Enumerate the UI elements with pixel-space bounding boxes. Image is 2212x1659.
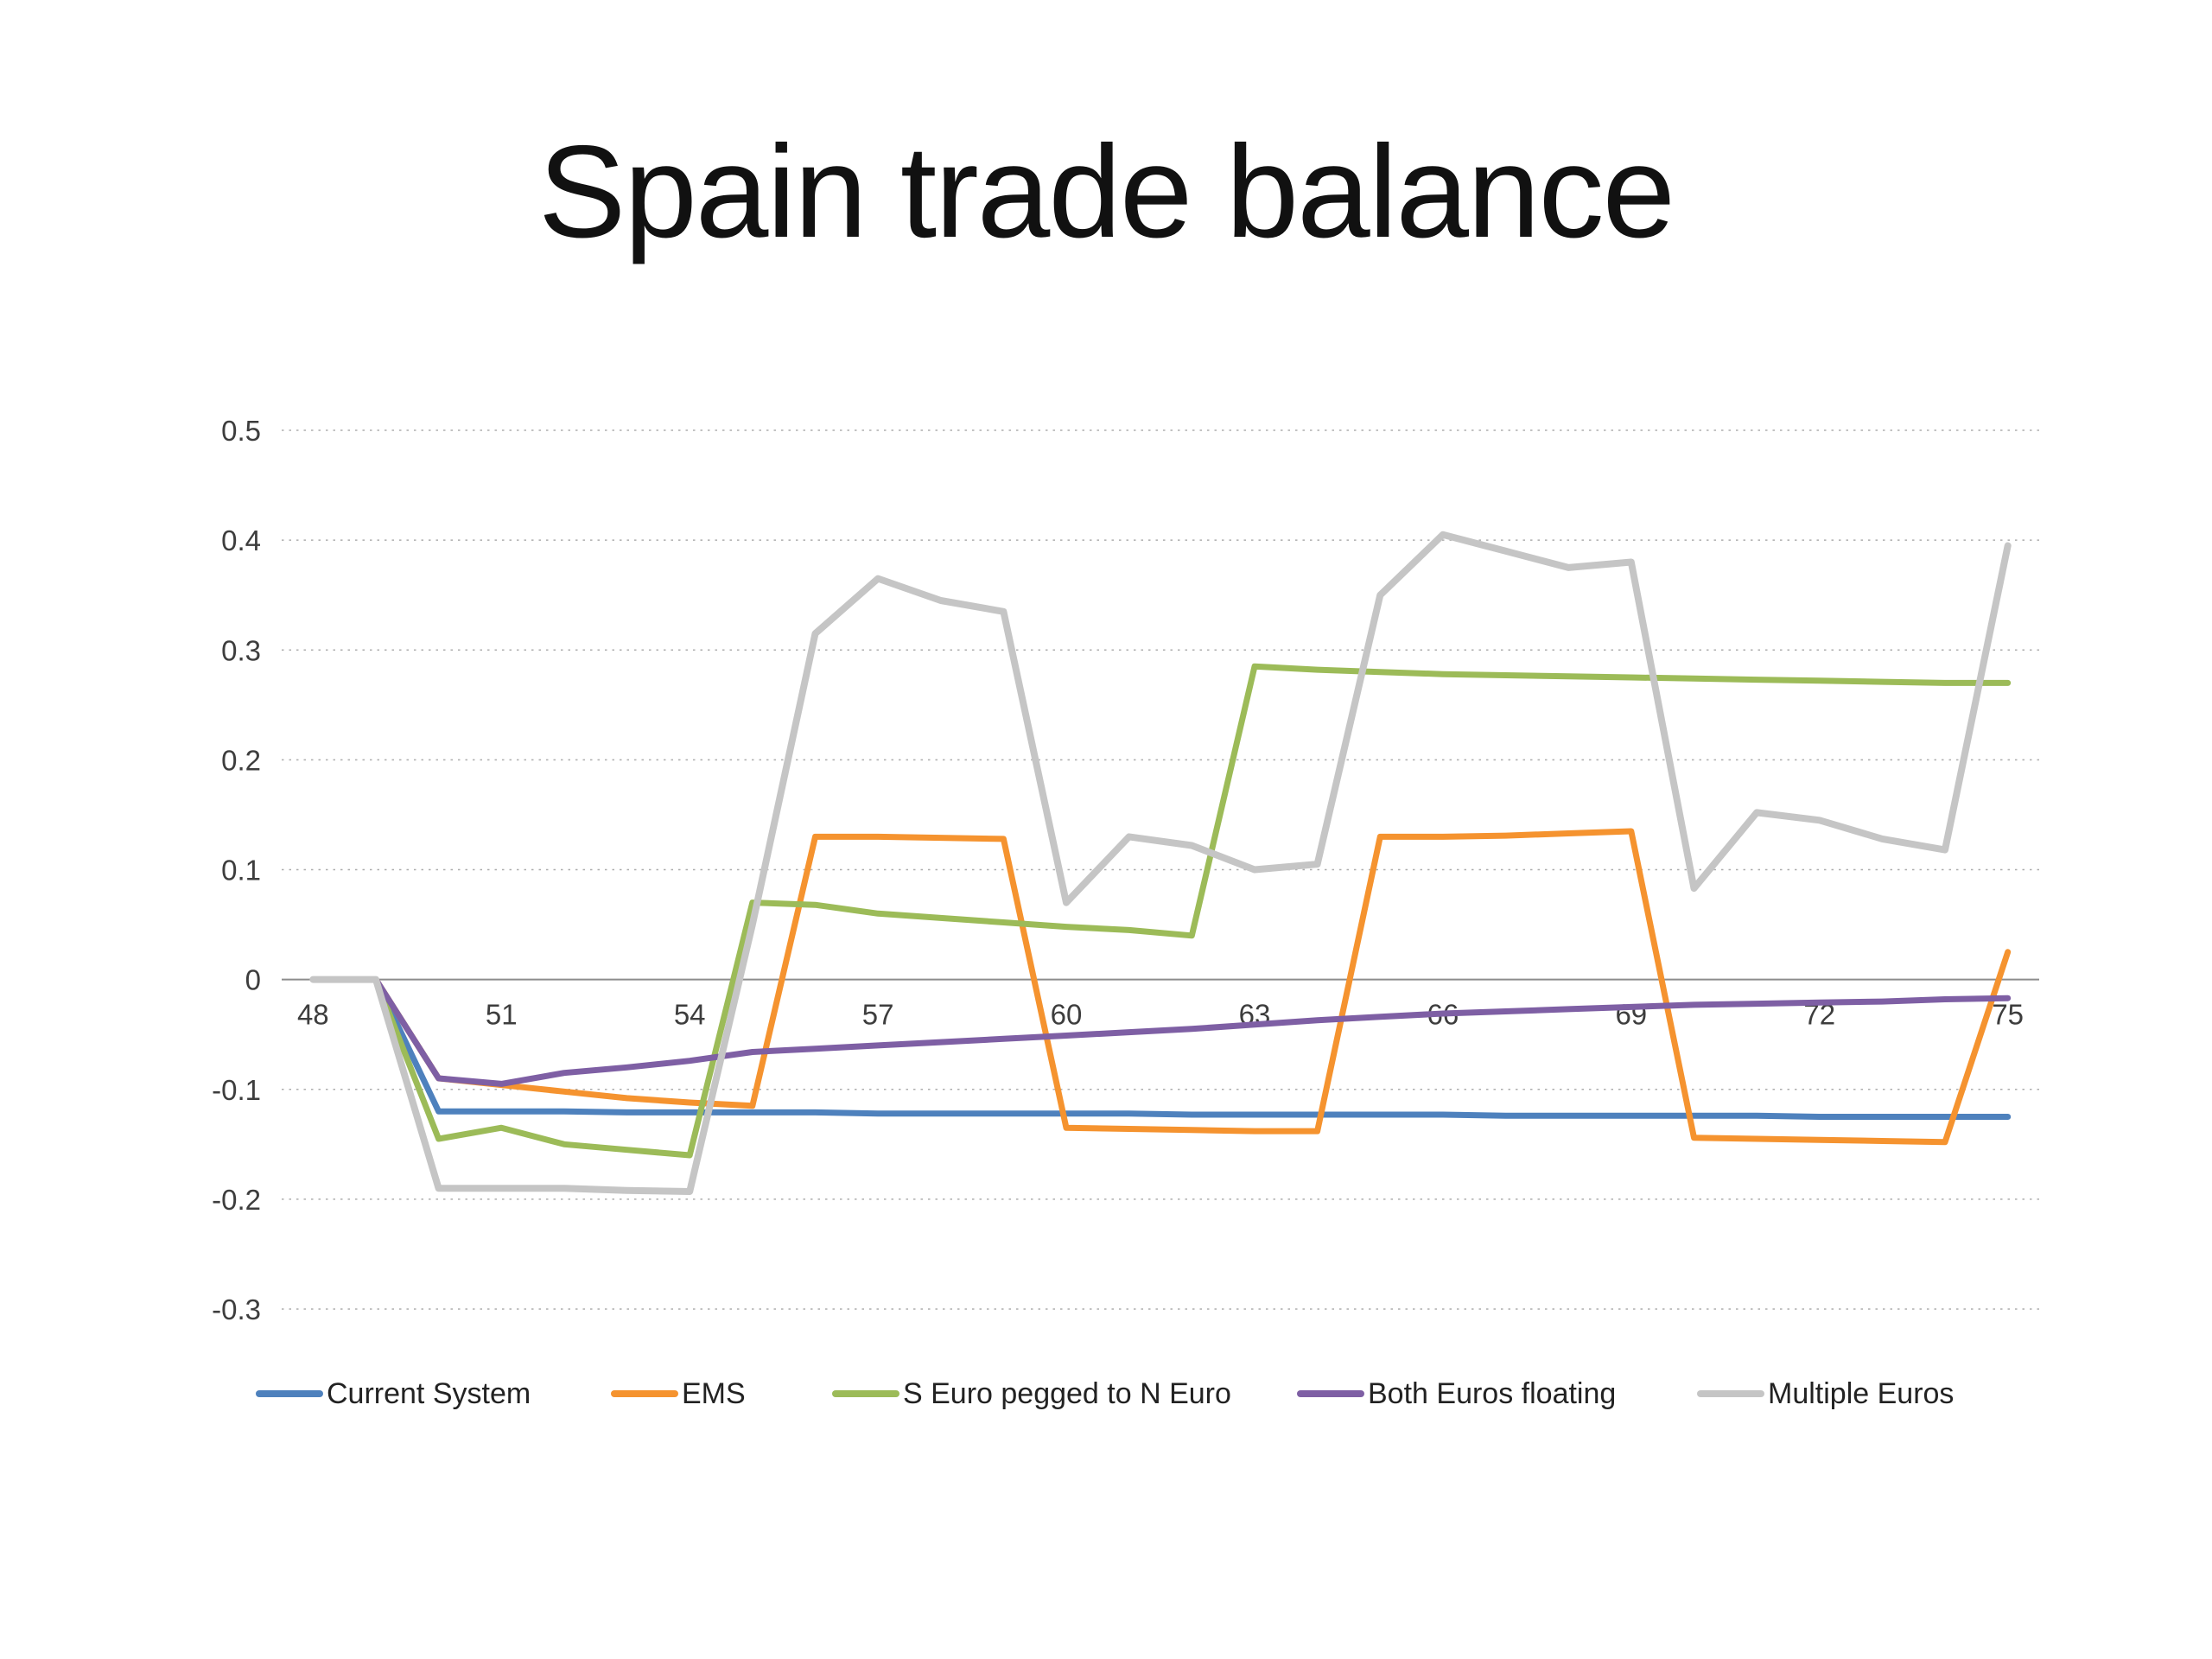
x-tick-label-75: 75 (1992, 999, 2024, 1031)
x-tick-label-60: 60 (1051, 999, 1083, 1031)
legend-label-s-euro-pegged: S Euro pegged to N Euro (903, 1376, 1231, 1410)
x-tick-label-54: 54 (674, 999, 706, 1031)
y-tick-label--0.1: -0.1 (212, 1074, 261, 1106)
legend-swatch-multiple-euros-icon (1697, 1390, 1764, 1397)
y-tick-label-0.4: 0.4 (221, 524, 261, 556)
y-tick-label--0.3: -0.3 (212, 1294, 261, 1325)
legend-label-ems: EMS (682, 1376, 746, 1410)
y-tick-label--0.2: -0.2 (212, 1184, 261, 1216)
chart-legend: Current System EMS S Euro pegged to N Eu… (0, 1374, 2212, 1414)
legend-label-current-system: Current System (327, 1376, 531, 1410)
series-line-both-euros-floating (309, 976, 2012, 1087)
y-tick-label-0.3: 0.3 (221, 634, 261, 666)
legend-swatch-current-system-icon (256, 1390, 323, 1397)
y-tick-label-0.2: 0.2 (221, 744, 261, 776)
x-tick-label-48: 48 (297, 999, 329, 1031)
series-line-current-system (309, 976, 2012, 1120)
legend-item-current-system: Current System (256, 1374, 531, 1414)
series-line-s-euro-pegged-to-n-euro (309, 663, 2012, 1159)
series-line-ems (309, 828, 2012, 1146)
chart-title: Spain trade balance (537, 118, 1675, 265)
y-tick-label-0.5: 0.5 (221, 415, 261, 447)
series-line-multiple-euros (309, 531, 2012, 1195)
x-tick-label-51: 51 (486, 999, 518, 1031)
legend-label-both-euros-floating: Both Euros floating (1368, 1376, 1617, 1410)
legend-swatch-ems-icon (611, 1390, 678, 1397)
y-tick-label-0.1: 0.1 (221, 855, 261, 887)
x-tick-label-57: 57 (862, 999, 894, 1031)
x-tick-label-69: 69 (1615, 999, 1647, 1031)
legend-swatch-both-euros-floating-icon (1297, 1390, 1364, 1397)
legend-item-ems: EMS (611, 1374, 746, 1414)
y-tick-label-0: 0 (245, 964, 261, 996)
legend-label-multiple-euros: Multiple Euros (1768, 1376, 1955, 1410)
legend-item-multiple-euros: Multiple Euros (1697, 1374, 1954, 1414)
legend-item-s-euro-pegged: S Euro pegged to N Euro (832, 1374, 1231, 1414)
legend-item-both-euros-floating: Both Euros floating (1297, 1374, 1616, 1414)
legend-swatch-s-euro-pegged-icon (832, 1390, 899, 1397)
